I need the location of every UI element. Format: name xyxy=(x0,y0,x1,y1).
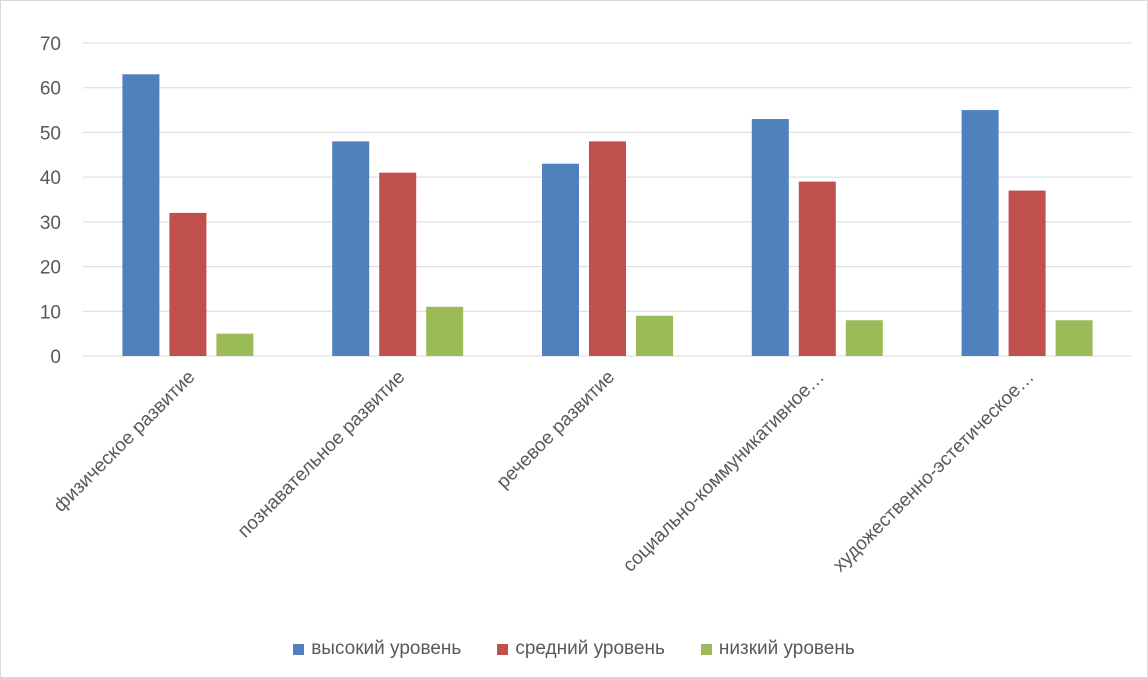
y-tick-label: 10 xyxy=(40,302,61,323)
legend-swatch-low xyxy=(700,643,712,655)
legend-label-low: низкий уровень xyxy=(718,638,855,659)
x-category-label: речевое развитие xyxy=(493,367,619,493)
bar xyxy=(426,306,464,356)
bar xyxy=(169,212,207,356)
bar xyxy=(1008,190,1046,356)
bar xyxy=(379,172,417,356)
y-tick-label: 40 xyxy=(40,168,61,189)
legend: высокий уровень средний уровень низкий у… xyxy=(1,634,1147,664)
bar xyxy=(542,163,579,356)
legend-swatch-high xyxy=(293,643,305,655)
legend-label-high: высокий уровень xyxy=(311,638,462,659)
bar xyxy=(216,333,254,356)
y-tick-label: 20 xyxy=(40,258,61,279)
bar xyxy=(636,315,673,356)
bars xyxy=(122,74,1093,357)
y-tick-label: 50 xyxy=(40,123,61,144)
legend-label-medium: средний уровень xyxy=(515,638,665,659)
bar-chart: 0 10 20 30 40 50 60 70 физическое развитие позна… xyxy=(40,34,1132,577)
bar xyxy=(589,141,626,356)
bar xyxy=(332,141,370,356)
legend-item-high: высокий уровень xyxy=(293,638,461,660)
x-category-label: художественно-эстетическое… xyxy=(829,367,1038,576)
x-category-label: физическое развитие xyxy=(50,367,200,517)
x-axis-category-labels: физическое развитие познавательное развит… xyxy=(50,367,1039,577)
y-axis-ticks: 0 10 20 30 40 50 60 70 xyxy=(40,34,61,368)
bar xyxy=(751,119,789,356)
bar xyxy=(845,320,883,356)
legend-item-low: низкий уровень xyxy=(700,638,855,660)
bar xyxy=(798,181,836,356)
legend-swatch-medium xyxy=(497,643,509,655)
y-tick-label: 30 xyxy=(40,213,61,234)
legend-item-medium: средний уровень xyxy=(497,638,665,660)
bar xyxy=(1055,320,1093,356)
x-category-label: познавательное развитие xyxy=(234,367,409,542)
y-tick-label: 60 xyxy=(40,79,61,100)
bar xyxy=(122,74,160,357)
y-tick-label: 0 xyxy=(50,347,61,368)
x-category-label: социально-коммуникативное… xyxy=(619,367,829,577)
bar xyxy=(961,110,999,356)
y-tick-label: 70 xyxy=(40,34,61,55)
